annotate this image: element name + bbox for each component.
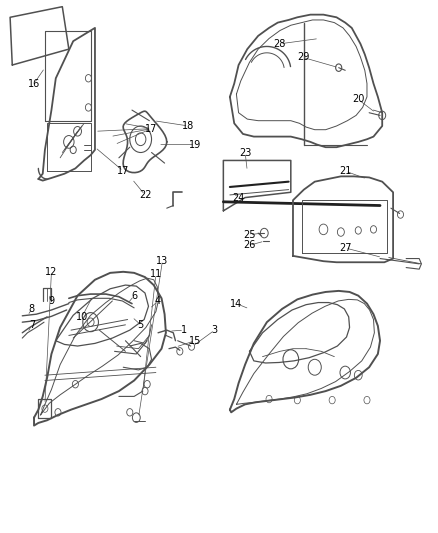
Text: 21: 21 bbox=[339, 166, 351, 176]
Text: 25: 25 bbox=[243, 230, 256, 240]
Text: 17: 17 bbox=[117, 166, 130, 176]
Text: 23: 23 bbox=[239, 148, 251, 158]
Text: 16: 16 bbox=[28, 78, 40, 88]
Text: 17: 17 bbox=[145, 124, 158, 134]
Text: 12: 12 bbox=[45, 267, 58, 277]
Text: 9: 9 bbox=[48, 296, 54, 306]
Text: 28: 28 bbox=[274, 39, 286, 49]
Text: 7: 7 bbox=[29, 320, 35, 330]
Text: 14: 14 bbox=[230, 298, 243, 309]
Text: 29: 29 bbox=[297, 52, 309, 62]
Text: 5: 5 bbox=[138, 320, 144, 330]
Text: 27: 27 bbox=[339, 243, 351, 253]
Text: 15: 15 bbox=[189, 336, 201, 346]
Text: 3: 3 bbox=[212, 325, 218, 335]
Text: 22: 22 bbox=[139, 190, 151, 200]
Text: 13: 13 bbox=[156, 256, 169, 266]
Text: 6: 6 bbox=[131, 290, 137, 301]
Text: 8: 8 bbox=[29, 304, 35, 314]
Text: 18: 18 bbox=[182, 121, 194, 131]
Text: 19: 19 bbox=[189, 140, 201, 150]
Text: 1: 1 bbox=[181, 325, 187, 335]
Text: 11: 11 bbox=[150, 270, 162, 279]
Text: 4: 4 bbox=[155, 296, 161, 306]
Text: 24: 24 bbox=[233, 192, 245, 203]
Text: 20: 20 bbox=[352, 94, 364, 104]
Text: 26: 26 bbox=[243, 240, 256, 251]
Text: 10: 10 bbox=[76, 312, 88, 322]
